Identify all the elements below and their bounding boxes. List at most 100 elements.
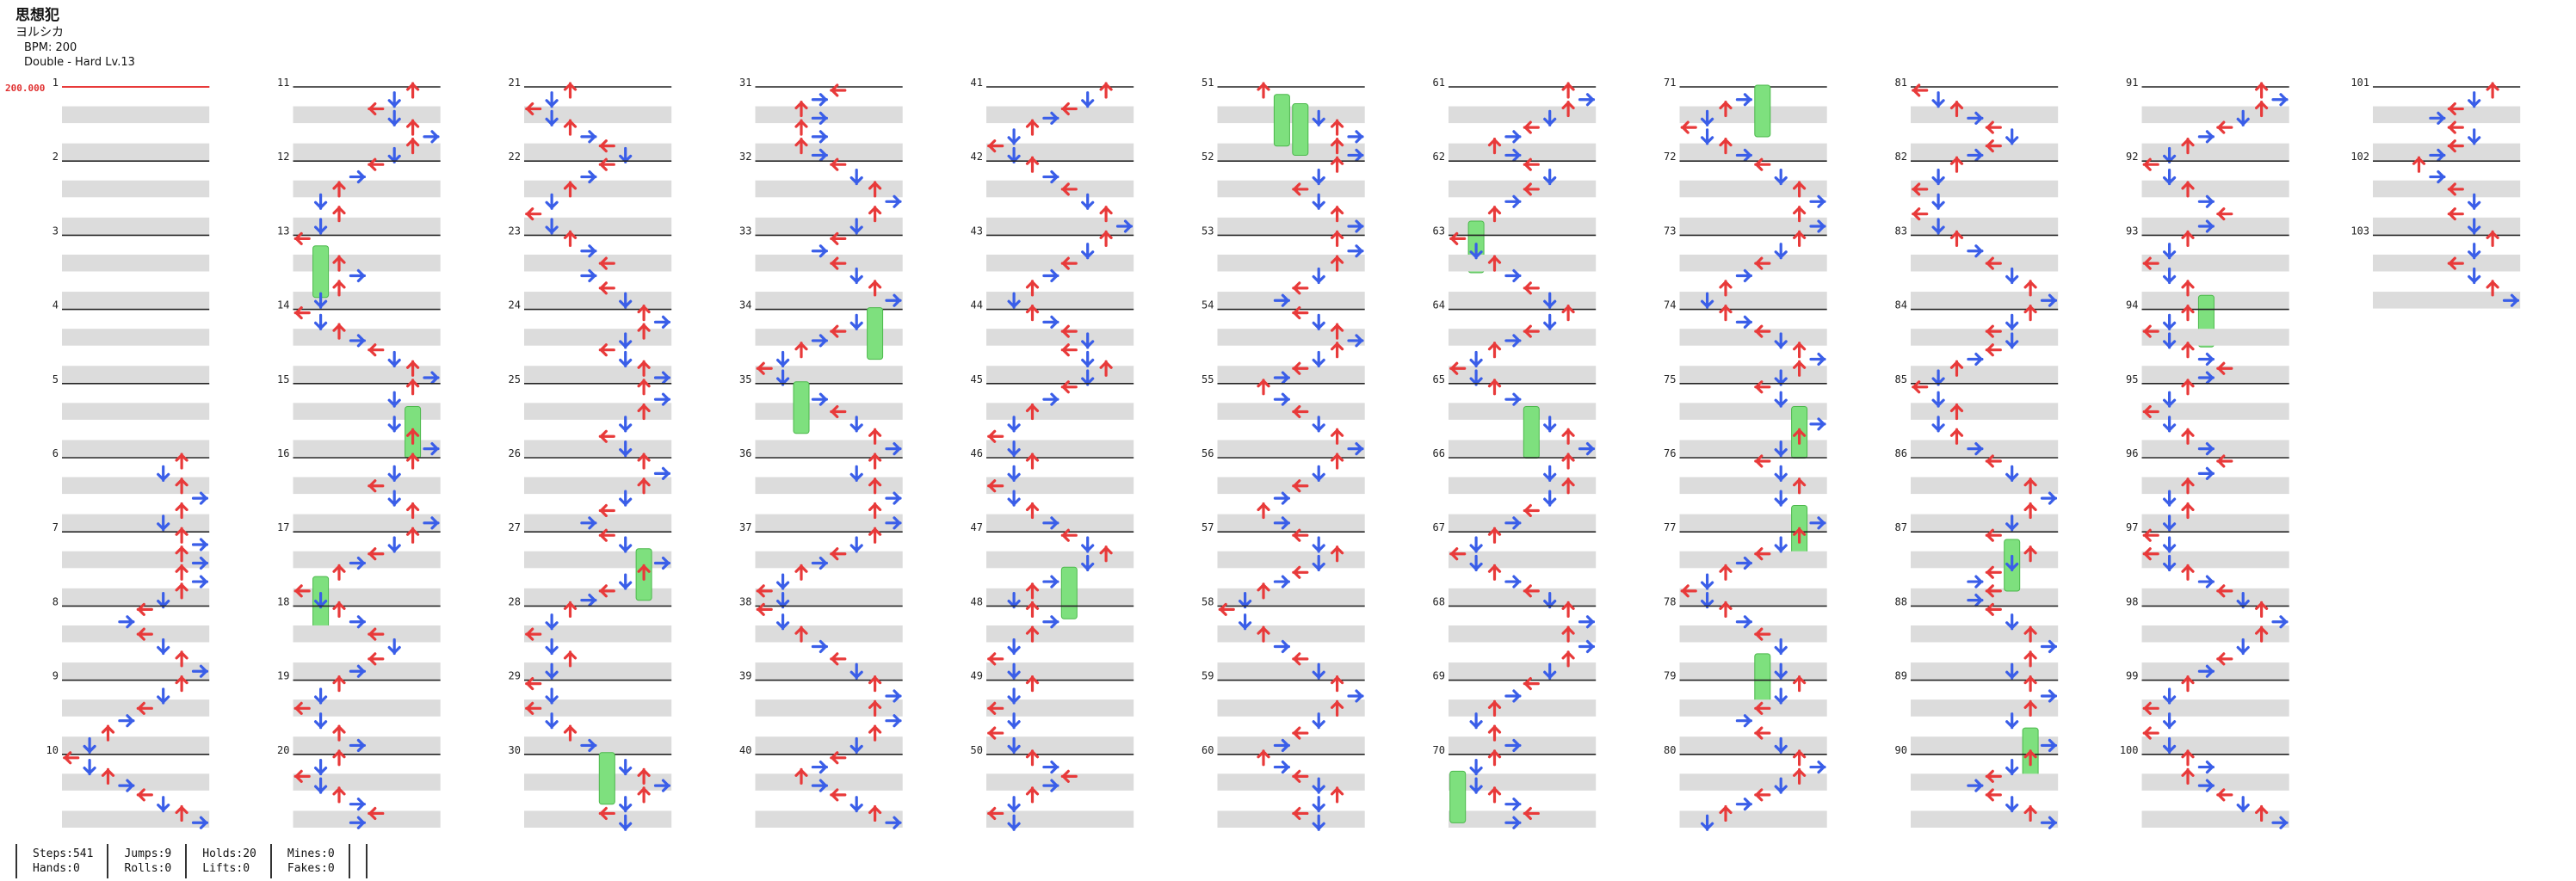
beat-stripe xyxy=(1449,143,1597,161)
measure-number: 20 xyxy=(277,744,289,756)
up-arrow-icon xyxy=(1025,156,1040,173)
left-arrow-icon xyxy=(368,627,385,641)
left-arrow-icon xyxy=(1912,207,1929,221)
beat-stripe xyxy=(755,625,903,643)
right-arrow-icon xyxy=(1578,615,1596,629)
beat-stripe xyxy=(1911,440,2059,457)
beat-stripe xyxy=(755,180,903,198)
beat-stripe xyxy=(524,551,672,569)
down-arrow-icon xyxy=(2005,554,2019,572)
up-arrow-icon xyxy=(175,675,188,693)
down-arrow-icon xyxy=(1081,332,1095,349)
up-arrow-icon xyxy=(794,767,808,785)
down-arrow-icon xyxy=(1312,662,1325,680)
beat-stripe xyxy=(1449,810,1597,828)
beat-stripe xyxy=(1449,180,1597,198)
left-arrow-icon xyxy=(368,102,385,116)
right-arrow-icon xyxy=(1504,516,1522,530)
up-arrow-icon xyxy=(637,477,651,495)
up-arrow-icon xyxy=(1561,601,1575,618)
up-arrow-icon xyxy=(332,724,346,742)
right-arrow-icon xyxy=(811,392,828,406)
beat-stripe xyxy=(2141,588,2289,606)
beat-stripe xyxy=(2373,143,2521,161)
beat-stripe xyxy=(293,366,441,383)
beat-stripe xyxy=(62,254,210,272)
up-arrow-icon xyxy=(1331,786,1344,804)
measure-number: 63 xyxy=(1433,225,1445,237)
up-arrow-icon xyxy=(2181,379,2195,396)
down-arrow-icon xyxy=(1007,638,1021,656)
left-arrow-icon xyxy=(368,343,385,357)
right-arrow-icon xyxy=(1504,268,1522,283)
beat-stripe xyxy=(1217,551,1365,569)
beat-stripe xyxy=(1217,588,1365,606)
stat-column xyxy=(348,844,368,878)
left-arrow-icon xyxy=(2142,157,2159,171)
up-arrow-icon xyxy=(2023,502,2037,520)
left-arrow-icon xyxy=(1218,602,1235,616)
beat-stripe xyxy=(1679,329,1827,346)
measure-number: 61 xyxy=(1433,77,1445,89)
up-arrow-icon xyxy=(1487,527,1502,544)
down-arrow-icon xyxy=(619,814,633,831)
right-arrow-icon xyxy=(1042,392,1059,406)
up-arrow-icon xyxy=(868,804,882,822)
up-arrow-icon xyxy=(2023,625,2037,643)
beat-stripe xyxy=(62,217,210,235)
beat-stripe xyxy=(293,625,441,643)
down-arrow-icon xyxy=(619,440,633,458)
right-arrow-icon xyxy=(1967,244,1984,258)
beat-stripe xyxy=(2141,143,2289,161)
right-arrow-icon xyxy=(2271,816,2289,829)
beat-stripe xyxy=(293,662,441,680)
beat-stripe xyxy=(1449,699,1597,717)
left-arrow-icon xyxy=(368,547,385,561)
down-arrow-icon xyxy=(387,490,401,507)
down-arrow-icon xyxy=(1007,736,1021,755)
down-arrow-icon xyxy=(1312,168,1325,186)
beat-stripe xyxy=(524,143,672,161)
up-arrow-icon xyxy=(1331,138,1344,155)
right-arrow-icon xyxy=(1042,615,1059,629)
beat-stripe xyxy=(1679,143,1827,161)
down-arrow-icon xyxy=(2005,332,2019,349)
right-arrow-icon xyxy=(1042,575,1059,588)
right-arrow-icon xyxy=(1273,392,1290,406)
left-arrow-icon xyxy=(1912,182,1929,196)
up-arrow-icon xyxy=(2023,749,2037,767)
left-arrow-icon xyxy=(525,701,542,715)
beat-stripe xyxy=(293,143,441,161)
beat-stripe xyxy=(1217,106,1365,124)
up-arrow-icon xyxy=(868,477,882,495)
measure-number: 23 xyxy=(509,225,521,237)
beat-stripe xyxy=(755,699,903,717)
left-arrow-icon xyxy=(1292,182,1309,196)
right-arrow-icon xyxy=(349,798,366,811)
left-arrow-icon xyxy=(1754,380,1771,394)
down-arrow-icon xyxy=(157,638,170,656)
left-arrow-icon xyxy=(1523,503,1540,518)
right-arrow-icon xyxy=(2197,779,2215,792)
stat-label: Steps:541 xyxy=(33,847,94,860)
down-arrow-icon xyxy=(2163,168,2177,186)
beat-stripe xyxy=(755,403,903,420)
down-arrow-icon xyxy=(1469,350,1483,368)
down-arrow-icon xyxy=(2163,243,2177,260)
beat-stripe xyxy=(1679,254,1827,272)
up-arrow-icon xyxy=(1099,360,1113,377)
left-arrow-icon xyxy=(2142,701,2159,715)
down-arrow-icon xyxy=(1543,662,1557,680)
beat-stripe xyxy=(524,588,672,606)
beat-stripe xyxy=(1217,736,1365,754)
measure-number: 65 xyxy=(1433,373,1445,385)
left-arrow-icon xyxy=(1985,584,2002,598)
measure-number: 74 xyxy=(1664,299,1676,311)
left-arrow-icon xyxy=(987,726,1004,740)
beat-stripe xyxy=(1679,403,1827,420)
beat-stripe xyxy=(1911,736,2059,754)
beat-stripe xyxy=(1449,736,1597,754)
beat-stripe xyxy=(1217,773,1365,791)
up-arrow-icon xyxy=(1025,502,1040,520)
beat-stripe xyxy=(1679,810,1827,828)
